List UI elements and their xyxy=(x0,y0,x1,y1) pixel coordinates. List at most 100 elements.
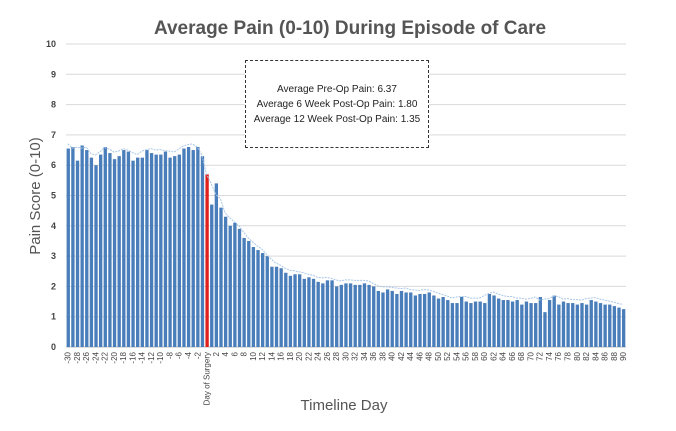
bar xyxy=(538,297,542,347)
bar xyxy=(339,284,343,347)
bar xyxy=(302,278,306,347)
x-tick-label: 56 xyxy=(462,351,471,360)
bar xyxy=(584,304,589,347)
bar xyxy=(186,147,191,347)
bar xyxy=(473,301,478,347)
bar xyxy=(552,295,556,347)
x-tick-label: -14 xyxy=(138,351,147,363)
bar xyxy=(191,150,195,347)
bar xyxy=(348,283,353,347)
x-tick-label: 64 xyxy=(499,351,508,360)
bar xyxy=(173,156,177,347)
y-tick-label: 7 xyxy=(51,130,56,140)
x-tick-label: 78 xyxy=(564,351,573,360)
bar xyxy=(108,153,112,347)
y-tick-label: 2 xyxy=(51,281,56,291)
bar xyxy=(75,160,80,347)
bar xyxy=(589,300,593,347)
y-tick-label: 1 xyxy=(51,312,56,322)
x-tick-label: -6 xyxy=(175,351,184,359)
bar xyxy=(413,295,418,347)
bar xyxy=(464,301,468,347)
bar xyxy=(330,280,334,347)
bar xyxy=(223,216,228,347)
bar xyxy=(126,151,131,347)
bar xyxy=(103,147,107,347)
bar xyxy=(316,281,320,347)
bar xyxy=(557,304,561,347)
bar xyxy=(210,204,214,347)
bar xyxy=(260,253,265,347)
bar xyxy=(219,207,223,347)
bar xyxy=(534,303,538,347)
x-tick-label: 46 xyxy=(415,351,424,360)
x-tick-label: 50 xyxy=(434,351,443,360)
bar xyxy=(131,160,135,347)
x-tick-label: -28 xyxy=(73,351,82,363)
bar xyxy=(117,156,121,347)
y-axis-label: Pain Score (0-10) xyxy=(27,137,44,255)
bar xyxy=(237,228,242,347)
y-tick-label: 4 xyxy=(51,221,56,231)
chart-title: Average Pain (0-10) During Episode of Ca… xyxy=(154,18,546,39)
bar xyxy=(159,154,163,347)
bar xyxy=(455,303,459,347)
bar xyxy=(122,150,126,347)
bar xyxy=(506,300,510,347)
bar xyxy=(196,147,200,347)
bar xyxy=(399,290,404,347)
bar xyxy=(307,277,311,347)
bar xyxy=(427,292,431,347)
bar xyxy=(566,303,570,347)
x-tick-label: -8 xyxy=(165,351,174,359)
x-tick-label: 86 xyxy=(601,351,610,360)
y-tick-label: 10 xyxy=(46,39,56,49)
surgery-bar xyxy=(205,174,209,347)
x-tick-label: 6 xyxy=(230,351,239,356)
bar xyxy=(284,272,288,347)
bar xyxy=(344,283,348,347)
bar xyxy=(145,150,149,347)
bar xyxy=(98,154,103,347)
x-tick-label: 2 xyxy=(212,351,221,356)
bar xyxy=(575,304,580,347)
bar xyxy=(483,303,487,347)
x-tick-label: 90 xyxy=(619,351,628,360)
bar xyxy=(436,298,441,347)
bar xyxy=(66,148,70,347)
bar xyxy=(469,303,473,347)
x-tick-label: 30 xyxy=(341,351,350,360)
x-tick-label: -18 xyxy=(119,351,128,363)
bar xyxy=(524,301,529,347)
bar xyxy=(478,301,482,347)
bar xyxy=(395,293,399,347)
bar xyxy=(608,304,612,347)
x-tick-label: 24 xyxy=(314,351,323,360)
x-tick-label: -20 xyxy=(110,351,119,363)
bar xyxy=(293,274,297,347)
bar xyxy=(487,293,492,347)
bar xyxy=(501,300,505,347)
bar xyxy=(362,283,367,347)
bar xyxy=(515,300,519,347)
bar xyxy=(335,286,339,347)
bar xyxy=(418,293,422,347)
bar xyxy=(353,284,357,347)
x-tick-label: -16 xyxy=(128,351,137,363)
bar xyxy=(251,247,256,347)
x-tick-label: 14 xyxy=(267,351,276,360)
x-tick-label: 88 xyxy=(610,351,619,360)
bar xyxy=(279,268,283,347)
bar xyxy=(256,250,260,347)
bar xyxy=(450,303,455,347)
bar xyxy=(385,289,390,347)
x-tick-label: -22 xyxy=(101,351,110,363)
bar xyxy=(612,306,617,347)
annotation-12wk: Average 12 Week Post-Op Pain: 1.35 xyxy=(253,113,421,125)
bar xyxy=(136,157,140,347)
bar xyxy=(520,304,524,347)
bar xyxy=(298,274,302,347)
bar xyxy=(404,292,408,347)
x-tick-label: 16 xyxy=(277,351,286,360)
bar xyxy=(497,298,501,347)
